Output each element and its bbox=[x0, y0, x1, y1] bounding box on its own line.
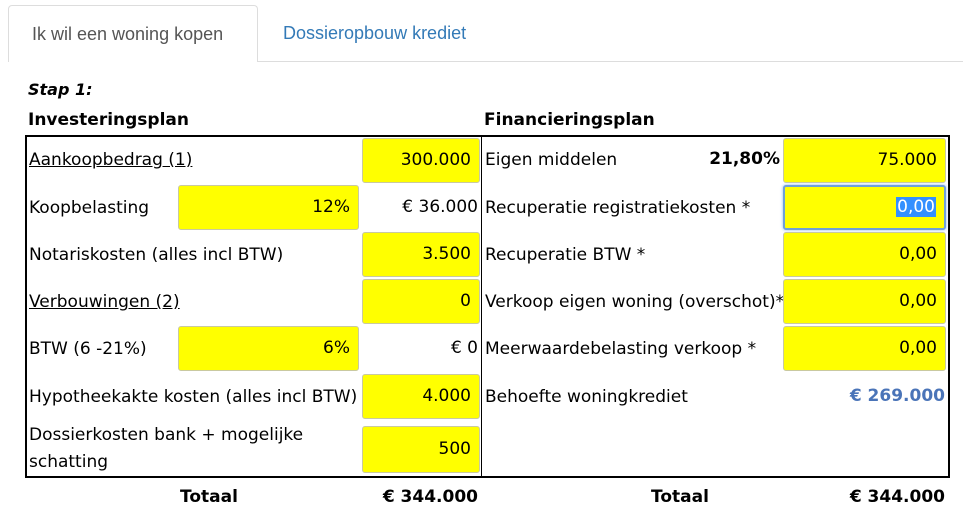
recuperatie-registratiekosten-input[interactable]: 0,00 bbox=[783, 185, 946, 230]
koopbelasting-label: Koopbelasting bbox=[29, 198, 150, 218]
verkoop-eigen-woning-input[interactable]: 0,00 bbox=[783, 279, 946, 324]
tab-bar-divider bbox=[258, 61, 963, 62]
behoefte-woningkrediet-value: € 269.000 bbox=[849, 386, 945, 406]
investment-title: Investeringsplan bbox=[28, 110, 189, 130]
koopbelasting-percent-input[interactable]: 12% bbox=[178, 185, 359, 230]
eigen-middelen-percent: 21,80% bbox=[709, 149, 780, 169]
investment-total-value: € 344.000 bbox=[382, 487, 478, 507]
recuperatie-btw-label: Recuperatie BTW * bbox=[485, 245, 646, 265]
behoefte-woningkrediet-label: Behoefte woningkrediet bbox=[485, 387, 688, 407]
tab-woning-kopen[interactable]: Ik wil een woning kopen bbox=[8, 5, 258, 62]
btw-label: BTW (6 -21%) bbox=[29, 339, 147, 359]
eigen-middelen-label: Eigen middelen bbox=[485, 150, 618, 170]
recuperatie-registratiekosten-label: Recuperatie registratiekosten * bbox=[485, 198, 751, 218]
verbouwingen-input[interactable]: 0 bbox=[362, 279, 480, 324]
notariskosten-input[interactable]: 3.500 bbox=[362, 232, 480, 277]
plan-table bbox=[25, 135, 950, 478]
dossierkosten-input[interactable]: 500 bbox=[362, 426, 480, 473]
recuperatie-btw-input[interactable]: 0,00 bbox=[783, 232, 946, 277]
notariskosten-label: Notariskosten (alles incl BTW) bbox=[29, 245, 284, 265]
aankoopbedrag-link[interactable]: Aankoopbedrag (1) bbox=[29, 150, 193, 170]
meerwaardebelasting-label: Meerwaardebelasting verkoop * bbox=[485, 339, 757, 359]
eigen-middelen-input[interactable]: 75.000 bbox=[783, 138, 946, 183]
aankoopbedrag-input[interactable]: 300.000 bbox=[362, 138, 480, 183]
financing-title: Financieringsplan bbox=[484, 110, 655, 130]
investment-total-label: Totaal bbox=[180, 487, 238, 507]
step-label: Stap 1: bbox=[28, 80, 93, 99]
selected-text: 0,00 bbox=[896, 197, 936, 217]
btw-amount: € 0 bbox=[450, 338, 478, 358]
financing-total-value: € 344.000 bbox=[849, 487, 945, 507]
verkoop-eigen-woning-label: Verkoop eigen woning (overschot)* bbox=[485, 292, 785, 312]
financing-total-label: Totaal bbox=[651, 487, 709, 507]
hypotheekakte-input[interactable]: 4.000 bbox=[362, 374, 480, 419]
plan-table-divider bbox=[481, 137, 482, 477]
tab-dossieropbouw-krediet[interactable]: Dossieropbouw krediet bbox=[283, 23, 467, 43]
koopbelasting-amount: € 36.000 bbox=[402, 197, 478, 217]
meerwaardebelasting-input[interactable]: 0,00 bbox=[783, 326, 946, 371]
btw-percent-input[interactable]: 6% bbox=[178, 326, 359, 371]
dossierkosten-label: Dossierkosten bank + mogelijke schatting bbox=[29, 425, 304, 472]
hypotheekakte-label: Hypotheekakte kosten (alles incl BTW) bbox=[29, 387, 358, 407]
verbouwingen-link[interactable]: Verbouwingen (2) bbox=[29, 292, 180, 312]
tab-bar: Ik wil een woning kopen Dossieropbouw kr… bbox=[0, 0, 963, 62]
